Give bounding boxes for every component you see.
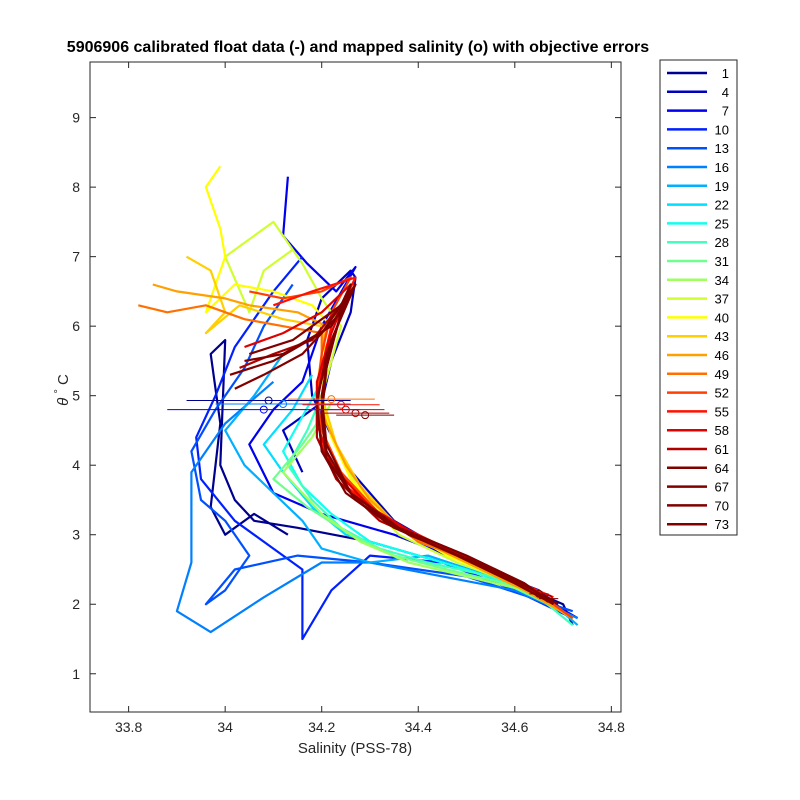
mapped-salinity-point-7	[361, 411, 370, 420]
x-axis-label: Salinity (PSS-78)	[298, 740, 412, 757]
axes-box	[89, 61, 622, 713]
y-axis-label-unit: C	[55, 374, 72, 385]
y-tick-label: 2	[72, 596, 80, 612]
y-tick-label: 5	[72, 388, 80, 404]
y-tick-label: 1	[72, 666, 80, 682]
y-tick-label: 6	[72, 318, 80, 334]
y-axis: 1 2 3 4 5 6 7 8 9	[72, 110, 621, 682]
legend-label-67: 67	[715, 480, 729, 495]
x-tick-label: 34	[217, 719, 233, 735]
legend-label-64: 64	[715, 461, 729, 476]
x-axis: 33.8 34 34.2 34.4 34.6 34.8	[115, 62, 625, 735]
legend-label-70: 70	[715, 498, 729, 513]
profile-line-25	[282, 381, 574, 620]
legend-label-61: 61	[715, 442, 729, 457]
plot-area	[138, 165, 579, 641]
legend-label-73: 73	[715, 517, 729, 532]
mapped-salinity-point-6	[351, 409, 360, 418]
profile-line-49	[138, 304, 574, 619]
profile-line-73	[248, 283, 550, 602]
legend-label-10: 10	[715, 122, 729, 137]
profile-line-16	[175, 380, 579, 634]
x-tick-label: 33.8	[115, 719, 142, 735]
legend-label-37: 37	[715, 292, 729, 307]
x-tick-label: 34.2	[308, 719, 335, 735]
x-tick-label: 34.8	[598, 719, 625, 735]
x-tick-label: 34.6	[501, 719, 528, 735]
y-tick-label: 3	[72, 527, 80, 543]
mapped-salinity-point-1	[259, 405, 268, 414]
y-axis-label: θ ° C	[53, 374, 72, 406]
y-tick-label: 9	[72, 110, 80, 126]
legend-label-1: 1	[722, 66, 729, 81]
y-tick-label: 7	[72, 249, 80, 265]
profile-line-34	[282, 402, 574, 620]
legend-label-46: 46	[715, 348, 729, 363]
legend-label-4: 4	[722, 85, 729, 100]
legend-label-58: 58	[715, 423, 729, 438]
legend-label-28: 28	[715, 235, 729, 250]
legend-label-7: 7	[722, 104, 729, 119]
legend-label-22: 22	[715, 198, 729, 213]
legend-label-25: 25	[715, 216, 729, 231]
mapped-salinity-layer	[167, 395, 559, 603]
mapped-salinity-point-8	[534, 589, 543, 598]
y-axis-label-degree: °	[53, 389, 65, 393]
profile-line-70	[244, 290, 554, 606]
legend-label-34: 34	[715, 273, 729, 288]
legend-label-40: 40	[715, 310, 729, 325]
legend-label-13: 13	[715, 141, 729, 156]
legend-label-19: 19	[715, 179, 729, 194]
mapped-salinity-point-4	[337, 400, 346, 409]
y-tick-label: 4	[72, 457, 80, 473]
chart-title: 5906906 calibrated float data (-) and ma…	[67, 39, 649, 56]
profile-line-13	[190, 283, 574, 613]
legend-label-31: 31	[715, 254, 729, 269]
legend-label-16: 16	[715, 160, 729, 175]
mapped-salinity-point-9	[544, 594, 553, 603]
legend: 1 4 7 10 13 16 19 22 25 28 31 34 37 40 43 46 49 52 55 58 61 6…	[667, 66, 729, 532]
y-tick-label: 8	[72, 179, 80, 195]
legend-label-55: 55	[715, 404, 729, 419]
mapped-salinity-point-3	[327, 395, 336, 404]
y-axis-label-symbol: θ	[55, 398, 72, 406]
legend-label-49: 49	[715, 367, 729, 382]
mapped-salinity-point-2	[279, 400, 288, 409]
x-tick-label: 34.4	[405, 719, 432, 735]
legend-label-52: 52	[715, 386, 729, 401]
legend-label-43: 43	[715, 329, 729, 344]
profile-line-46	[152, 283, 574, 620]
